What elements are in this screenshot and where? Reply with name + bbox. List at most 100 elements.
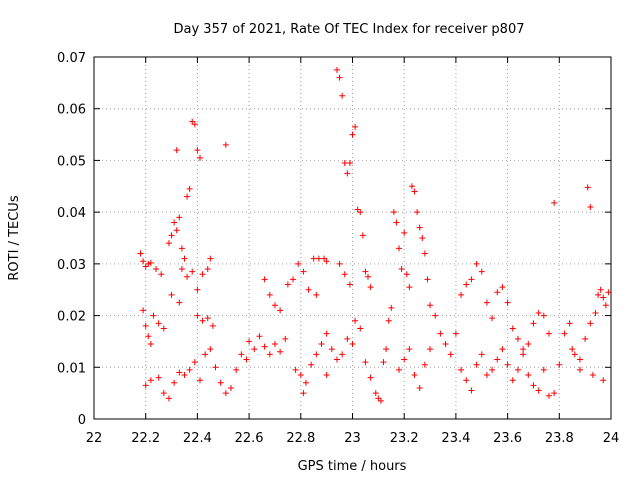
data-point-marker — [158, 271, 165, 278]
data-point-marker — [388, 304, 395, 311]
data-point-marker — [209, 322, 216, 329]
y-tick-label: 0 — [78, 413, 86, 428]
data-point-marker — [238, 351, 245, 358]
data-point-marker — [140, 258, 147, 265]
data-point-marker — [380, 359, 387, 366]
data-point-marker — [463, 377, 470, 384]
data-point-marker — [297, 372, 304, 379]
data-point-marker — [207, 255, 214, 262]
data-point-marker — [313, 291, 320, 298]
data-point-marker — [181, 255, 188, 262]
data-point-marker — [321, 255, 328, 262]
data-point-marker — [277, 348, 284, 355]
data-point-marker — [171, 219, 178, 226]
data-point-marker — [362, 268, 369, 275]
data-point-marker — [396, 245, 403, 252]
data-point-marker — [545, 392, 552, 399]
data-point-marker — [315, 255, 322, 262]
data-point-marker — [365, 273, 372, 280]
data-point-marker — [535, 309, 542, 316]
data-point-marker — [168, 291, 175, 298]
data-point-marker — [147, 377, 154, 384]
data-point-marker — [204, 266, 211, 273]
data-point-marker — [194, 147, 201, 154]
data-point-marker — [284, 281, 291, 288]
data-point-marker — [375, 395, 382, 402]
data-point-marker — [199, 271, 206, 278]
data-point-marker — [186, 366, 193, 373]
data-point-marker — [514, 366, 521, 373]
data-point-marker — [576, 356, 583, 363]
y-axis-label: ROTI / TECUs — [7, 195, 22, 280]
data-point-marker — [184, 193, 191, 200]
data-point-marker — [142, 263, 149, 270]
data-point-marker — [401, 356, 408, 363]
data-point-marker — [160, 390, 167, 397]
data-point-marker — [362, 359, 369, 366]
data-point-marker — [408, 183, 415, 190]
data-point-marker — [411, 372, 418, 379]
data-point-marker — [372, 390, 379, 397]
data-point-marker — [483, 299, 490, 306]
data-point-marker — [551, 199, 558, 206]
data-point-marker — [352, 317, 359, 324]
data-point-marker — [576, 366, 583, 373]
data-point-marker — [155, 320, 162, 327]
data-point-marker — [290, 276, 297, 283]
data-point-marker — [191, 359, 198, 366]
data-point-marker — [592, 309, 599, 316]
data-point-marker — [199, 317, 206, 324]
data-point-marker — [323, 372, 330, 379]
data-point-marker — [228, 384, 235, 391]
data-point-marker — [473, 260, 480, 267]
data-point-marker — [437, 330, 444, 337]
data-point-marker — [168, 232, 175, 239]
x-tick-label: 24 — [603, 431, 620, 446]
data-point-marker — [194, 286, 201, 293]
data-point-marker — [295, 260, 302, 267]
data-point-marker — [352, 123, 359, 130]
data-point-marker — [349, 341, 356, 348]
data-point-marker — [571, 351, 578, 358]
x-tick-label: 22.6 — [235, 431, 264, 446]
data-point-marker — [468, 387, 475, 394]
data-point-marker — [341, 271, 348, 278]
data-point-marker — [504, 299, 511, 306]
data-point-marker — [196, 377, 203, 384]
data-point-marker — [217, 379, 224, 386]
data-point-marker — [354, 206, 361, 213]
data-point-marker — [494, 289, 501, 296]
y-tick-label: 0.03 — [57, 258, 86, 273]
x-tick-label: 23 — [344, 431, 361, 446]
data-point-marker — [595, 291, 602, 298]
data-point-marker — [530, 382, 537, 389]
data-point-marker — [155, 374, 162, 381]
data-point-marker — [582, 335, 589, 342]
data-point-marker — [222, 141, 229, 148]
data-point-marker — [509, 377, 516, 384]
data-point-marker — [292, 366, 299, 373]
x-tick-label: 23.6 — [493, 431, 522, 446]
data-point-marker — [385, 317, 392, 324]
grid-lines — [94, 57, 611, 419]
data-point-marker — [494, 356, 501, 363]
data-point-marker — [587, 203, 594, 210]
data-point-marker — [377, 397, 384, 404]
data-point-marker — [189, 118, 196, 125]
data-point-marker — [176, 369, 183, 376]
data-point-marker — [540, 366, 547, 373]
data-point-marker — [137, 250, 144, 257]
data-point-marker — [302, 379, 309, 386]
data-point-marker — [346, 281, 353, 288]
data-point-marker — [333, 356, 340, 363]
y-tick-label: 0.04 — [57, 206, 86, 221]
data-point-marker — [398, 266, 405, 273]
data-point-marker — [165, 240, 172, 247]
data-point-marker — [390, 209, 397, 216]
data-point-marker — [416, 384, 423, 391]
data-point-marker — [176, 299, 183, 306]
data-point-marker — [243, 356, 250, 363]
data-point-marker — [194, 312, 201, 319]
data-point-marker — [140, 307, 147, 314]
